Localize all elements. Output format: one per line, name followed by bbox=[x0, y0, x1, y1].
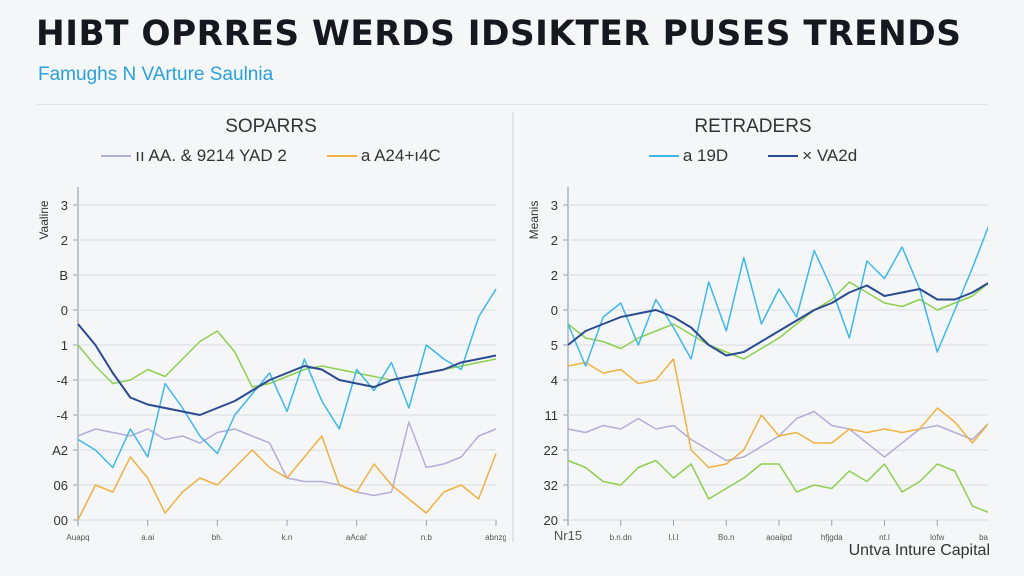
y-tick-label: 1 bbox=[61, 338, 68, 353]
x-tick-label: abnzg bbox=[485, 533, 506, 542]
x-tick-label: Auapq bbox=[66, 533, 89, 542]
x-tick-label: a.ai bbox=[141, 533, 154, 542]
x-tick-label: lofw bbox=[930, 533, 944, 542]
series-line-lightblue bbox=[77, 288, 497, 469]
x-tick-label: bh. bbox=[212, 533, 223, 542]
series-line-lavender bbox=[567, 410, 988, 462]
legend-item: × VA2d bbox=[768, 146, 857, 166]
page-subtitle: Famughs N VArture Saulnia bbox=[38, 64, 274, 85]
header-divider bbox=[36, 104, 988, 105]
y-tick-label: 2 bbox=[61, 233, 68, 248]
x-tick-label: b.n.dn bbox=[610, 533, 632, 542]
x-tick-label: k.n bbox=[282, 533, 293, 542]
x-tick-label: n.b bbox=[421, 533, 433, 542]
legend-item: ıı AA. & 9214 YAD 2 bbox=[101, 146, 287, 166]
chart-title: RETRADERS bbox=[694, 116, 812, 137]
x-tick-label: hfjgda bbox=[821, 533, 843, 542]
series-line-orange bbox=[567, 358, 988, 469]
y-axis-label: Vaaline bbox=[37, 200, 51, 239]
series-line-navy bbox=[77, 323, 497, 416]
y-tick-label: 0 bbox=[61, 303, 68, 318]
x-tick-label: bapzo bbox=[979, 533, 988, 542]
series-line-navy bbox=[567, 282, 988, 357]
legend-label: ıı AA. & 9214 YAD 2 bbox=[135, 146, 287, 165]
panel-divider bbox=[512, 112, 514, 542]
legend-item: a A24+ı4C bbox=[326, 146, 441, 166]
y-tick-label: -4 bbox=[56, 373, 68, 388]
x-tick-label: nt.l bbox=[879, 533, 890, 542]
legend-swatch bbox=[326, 155, 357, 157]
chart-legend: a 19D × VA2d bbox=[518, 146, 988, 166]
y-tick-label: 3 bbox=[61, 198, 68, 213]
y-tick-label: 11 bbox=[545, 408, 559, 423]
y-tick-label: 06 bbox=[54, 478, 68, 493]
y-tick-label: 2 bbox=[551, 233, 558, 248]
x-tick-label: Nr15 bbox=[554, 528, 582, 543]
legend-swatch bbox=[101, 155, 132, 157]
legend-swatch bbox=[648, 155, 679, 157]
y-tick-label: B bbox=[59, 268, 68, 283]
y-tick-label: 2 bbox=[551, 268, 558, 283]
chart-panel-left: SOPARRS ıı AA. & 9214 YAD 2 a A24+ı4C 3 2… bbox=[36, 110, 506, 550]
legend-item: a 19D bbox=[648, 146, 729, 166]
footer-credit: Untva Inture Capital bbox=[848, 542, 990, 559]
y-tick-label: 5 bbox=[551, 338, 558, 353]
x-tick-label: l.l.l bbox=[669, 533, 679, 542]
y-tick-label: 20 bbox=[544, 513, 558, 528]
chart-panel-right: RETRADERS a 19D × VA2d 3 2 2 0 5 4 11 22 32 20 Mea… bbox=[518, 110, 988, 550]
x-tick-label: aoaiipd bbox=[766, 533, 792, 542]
chart-svg: 3 2 B 0 1 -4 -4 A2 06 00 Vaaline Auapq a.ai bh. k.n aAc… bbox=[37, 187, 506, 542]
y-tick-label: 3 bbox=[551, 198, 558, 213]
legend-swatch bbox=[768, 155, 799, 157]
chart-legend: ıı AA. & 9214 YAD 2 a A24+ı4C bbox=[36, 146, 506, 166]
legend-label: a A24+ı4C bbox=[360, 146, 441, 165]
y-axis-label: Meanis bbox=[527, 201, 541, 240]
page-title: HIBT OPRRES WERDS IDSIKTER PUSES TRENDS bbox=[36, 14, 962, 54]
y-tick-label: 22 bbox=[544, 443, 558, 458]
series-line-green bbox=[77, 330, 497, 388]
y-tick-label: 32 bbox=[544, 478, 558, 493]
y-tick-label: -4 bbox=[56, 408, 68, 423]
legend-label: × VA2d bbox=[802, 146, 858, 165]
y-tick-label: A2 bbox=[52, 443, 68, 458]
x-tick-label: Bo.n bbox=[718, 533, 734, 542]
x-tick-label: aAcai' bbox=[346, 533, 368, 542]
series-line-orange bbox=[77, 435, 497, 521]
series-line-green-lower bbox=[567, 459, 988, 514]
y-tick-label: 00 bbox=[54, 513, 68, 528]
legend-label: a 19D bbox=[682, 146, 729, 165]
series-line-green bbox=[567, 281, 988, 360]
chart-title: SOPARRS bbox=[225, 116, 317, 137]
y-tick-label: 4 bbox=[551, 373, 558, 388]
y-tick-label: 0 bbox=[551, 303, 558, 318]
